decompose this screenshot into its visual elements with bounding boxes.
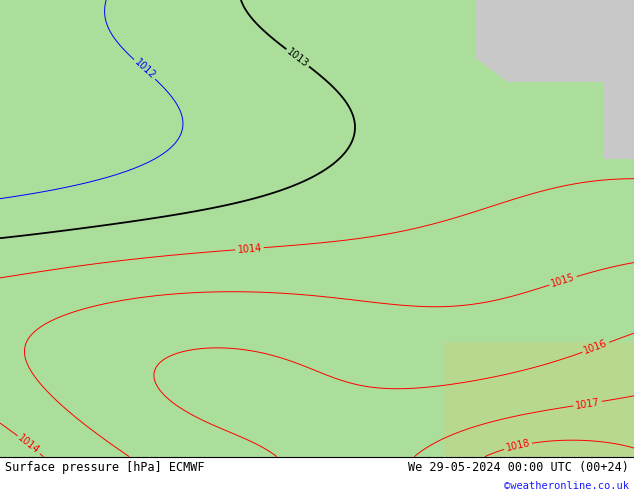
Text: 1018: 1018 [505, 438, 531, 453]
Text: We 29-05-2024 00:00 UTC (00+24): We 29-05-2024 00:00 UTC (00+24) [408, 461, 629, 474]
Text: ©weatheronline.co.uk: ©weatheronline.co.uk [504, 481, 629, 490]
Text: 1014: 1014 [16, 433, 41, 456]
Text: 1017: 1017 [574, 397, 600, 411]
Text: 1015: 1015 [550, 272, 576, 289]
Text: 1014: 1014 [237, 243, 262, 255]
Text: 1013: 1013 [285, 47, 311, 69]
Text: 1012: 1012 [132, 57, 157, 81]
Text: Surface pressure [hPa] ECMWF: Surface pressure [hPa] ECMWF [5, 461, 205, 474]
Text: 1016: 1016 [583, 339, 609, 356]
